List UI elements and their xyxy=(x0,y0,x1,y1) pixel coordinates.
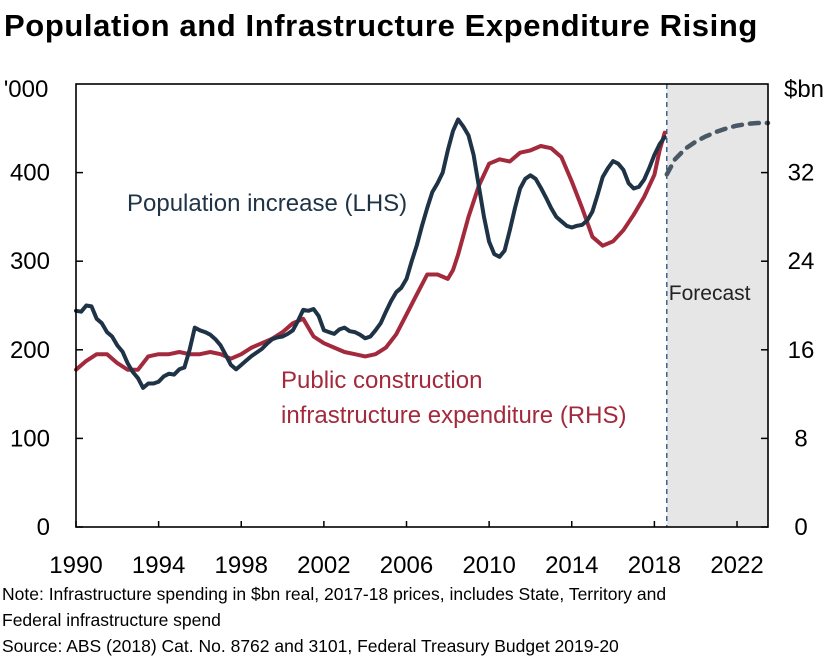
left-axis-tick-label: 300 xyxy=(10,248,50,275)
population-line xyxy=(74,117,667,390)
chart-note-line1: Note: Infrastructure spending in $bn rea… xyxy=(2,584,667,604)
left-axis-tick-label: 0 xyxy=(37,514,50,541)
right-axis-tick-label: 32 xyxy=(788,160,815,187)
forecast-shaded-region xyxy=(666,84,768,527)
x-axis-tick-label: 2022 xyxy=(710,552,763,579)
left-axis-unit: '000 xyxy=(4,76,49,103)
population-series-label: Population increase (LHS) xyxy=(127,190,407,217)
axis-layer: 0 100 200 300 400 0 8 16 24 32 1990 1994 1998 2002 200… xyxy=(10,160,814,579)
chart-note-line2: Federal infrastructure spend xyxy=(2,610,221,630)
infrastructure-line xyxy=(74,130,667,372)
x-axis-tick-label: 2018 xyxy=(628,552,681,579)
forecast-label: Forecast xyxy=(669,282,751,305)
x-axis-tick-label: 1998 xyxy=(215,552,268,579)
x-axis-tick-label: 1990 xyxy=(49,552,102,579)
right-axis-tick-label: 8 xyxy=(794,425,807,452)
right-axis-tick-label: 0 xyxy=(794,514,807,541)
x-axis-tick-label: 1994 xyxy=(132,552,185,579)
x-axis-tick-label: 2006 xyxy=(380,552,433,579)
x-axis-tick-label: 2010 xyxy=(462,552,515,579)
right-axis-tick-label: 24 xyxy=(788,248,815,275)
forecast-line xyxy=(664,120,771,177)
left-axis-tick-label: 100 xyxy=(10,425,50,452)
chart-source-note: Source: ABS (2018) Cat. No. 8762 and 310… xyxy=(2,636,619,656)
infrastructure-series-label-line1: Public construction xyxy=(281,367,482,394)
plot-frame xyxy=(75,83,769,528)
infrastructure-series-label-line2: infrastructure expenditure (RHS) xyxy=(281,402,626,429)
left-axis-tick-label: 200 xyxy=(10,337,50,364)
left-axis-tick-label: 400 xyxy=(10,160,50,187)
x-axis-tick-label: 2002 xyxy=(297,552,350,579)
chart-title: Population and Infrastructure Expenditur… xyxy=(4,8,758,43)
x-axis-tick-label: 2014 xyxy=(545,552,598,579)
right-axis-tick-label: 16 xyxy=(788,337,815,364)
right-axis-unit: $bn xyxy=(784,76,824,103)
series-layer xyxy=(74,117,771,390)
